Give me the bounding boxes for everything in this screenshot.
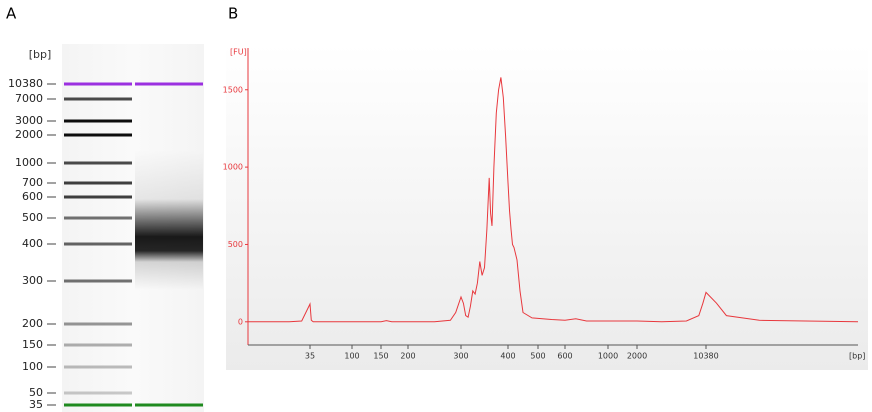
y-tick-label: 3000 xyxy=(15,114,43,127)
x-tick-label: 2000 xyxy=(627,352,647,361)
x-tick-label: 1000 xyxy=(598,352,618,361)
x-tick-label: 150 xyxy=(373,352,388,361)
ladder-band xyxy=(64,216,132,220)
ladder-band xyxy=(64,161,132,165)
x-tick-label: 200 xyxy=(400,352,415,361)
y-tick-label: 300 xyxy=(22,274,43,287)
y-axis-label: [FU] xyxy=(230,48,247,57)
ladder-band xyxy=(64,82,132,86)
sample-marker-band xyxy=(135,82,203,86)
y-tick-label: 700 xyxy=(22,176,43,189)
y-tick-label: 600 xyxy=(22,190,43,203)
y-tick-label: 10380 xyxy=(8,77,43,90)
ladder-band xyxy=(64,181,132,185)
y-tick-label: 7000 xyxy=(15,92,43,105)
y-tick-label: 200 xyxy=(22,317,43,330)
ladder-band xyxy=(64,195,132,199)
y-tick-label: 100 xyxy=(22,360,43,373)
x-tick-label: 400 xyxy=(500,352,515,361)
y-axis-label: [bp] xyxy=(29,48,52,61)
y-tick-label: 35 xyxy=(29,398,43,411)
ladder-band xyxy=(64,133,132,137)
y-tick-label: 500 xyxy=(228,240,243,249)
y-tick-label: 0 xyxy=(238,317,243,326)
y-tick-label: 1000 xyxy=(15,156,43,169)
ladder-band xyxy=(64,119,132,123)
panel-b: B [FU] [bp] 0 500 1000 1500 35 100 150 200 300 400 50… xyxy=(223,5,866,361)
y-tick-label: 500 xyxy=(22,211,43,224)
y-tick-label: 50 xyxy=(29,386,43,399)
sample-smear xyxy=(135,150,203,290)
x-tick-label: 100 xyxy=(344,352,359,361)
panel-label: A xyxy=(6,5,17,23)
y-tick-label: 1000 xyxy=(223,163,243,172)
x-tick-label: 300 xyxy=(453,352,468,361)
y-tick-label: 150 xyxy=(22,338,43,351)
x-tick-label: 600 xyxy=(557,352,572,361)
y-tick-label: 1500 xyxy=(223,85,243,94)
x-axis-label: [bp] xyxy=(849,352,865,361)
ladder-band xyxy=(64,391,132,395)
ladder-band xyxy=(64,279,132,283)
ladder-band xyxy=(64,365,132,369)
ladder-band xyxy=(64,322,132,326)
y-tick-label: 400 xyxy=(22,237,43,250)
plot-background xyxy=(226,44,868,370)
x-tick-label: 35 xyxy=(305,352,315,361)
y-tick-label: 2000 xyxy=(15,128,43,141)
ladder-band xyxy=(64,343,132,347)
ladder-band xyxy=(64,403,132,407)
sample-marker-band xyxy=(135,403,203,407)
ladder-band xyxy=(64,242,132,246)
x-tick-label: 500 xyxy=(530,352,545,361)
x-tick-label: 10380 xyxy=(693,352,718,361)
ladder-band xyxy=(64,97,132,101)
trace xyxy=(248,77,859,323)
panel-label: B xyxy=(228,5,238,23)
